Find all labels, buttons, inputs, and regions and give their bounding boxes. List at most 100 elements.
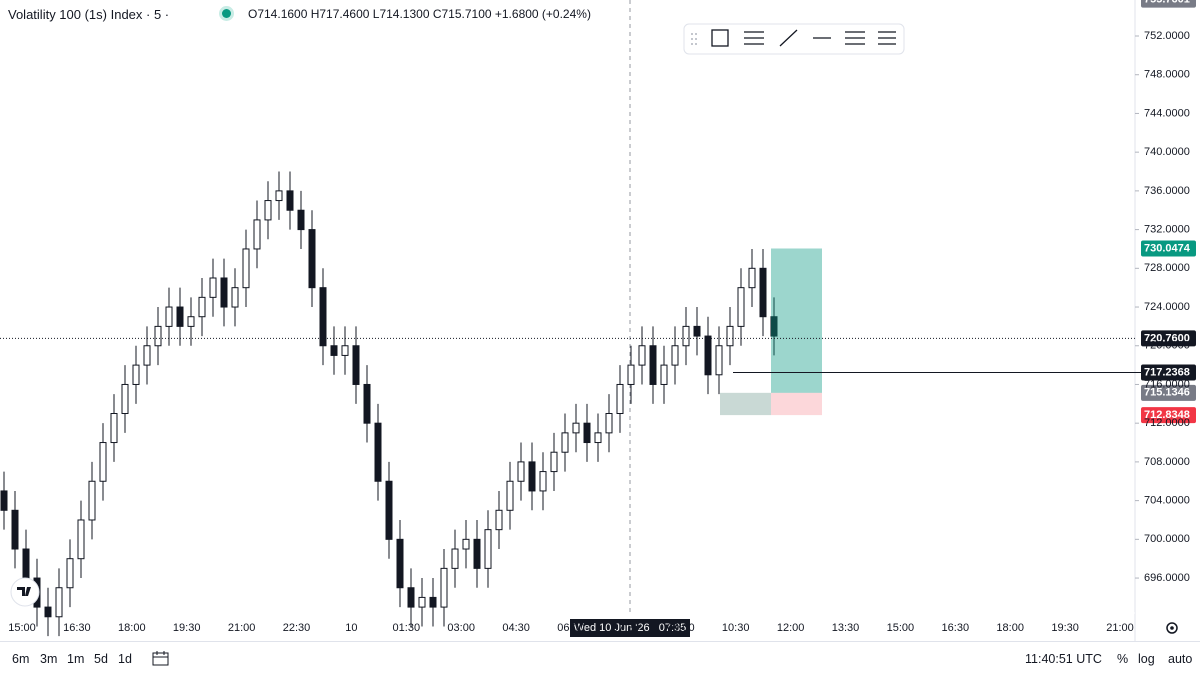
- candle-body: [484, 529, 492, 569]
- candle-body: [528, 461, 536, 492]
- candle-body: [495, 509, 503, 531]
- toolbar-button[interactable]: auto: [1168, 652, 1193, 666]
- tool-fib[interactable]: [878, 31, 896, 45]
- x-tick-label: 22:30: [283, 622, 311, 634]
- toolbar-button[interactable]: log: [1138, 652, 1155, 666]
- candle-body: [330, 345, 338, 356]
- candle-body: [715, 345, 723, 376]
- toolbar-button[interactable]: 6m: [12, 652, 30, 666]
- candle-body: [627, 364, 635, 385]
- target-zone: [771, 248, 822, 393]
- candle-body: [660, 364, 668, 385]
- tool-rect[interactable]: [711, 29, 729, 47]
- candle-body: [759, 267, 767, 318]
- y-tick-label: 736.0000: [1144, 185, 1190, 197]
- candle-body: [374, 422, 382, 482]
- x-tick-label: 09:00: [667, 622, 695, 634]
- candle-body: [363, 383, 371, 424]
- candle-body: [198, 296, 206, 318]
- x-tick-label: 18:00: [118, 622, 146, 634]
- candle-body: [275, 190, 283, 202]
- candle-body: [55, 587, 63, 618]
- candle-body: [220, 277, 228, 308]
- price-marker: [1141, 384, 1196, 401]
- toolbar-button[interactable]: %: [1117, 652, 1129, 666]
- price-marker-label: 730.0474: [1144, 242, 1191, 254]
- x-tick-label: 19:30: [173, 622, 201, 634]
- candle-body: [88, 480, 96, 521]
- toolbar-button[interactable]: 1d: [118, 652, 132, 666]
- entry-zone: [720, 392, 771, 416]
- date-range-icon[interactable]: [151, 650, 171, 668]
- candle-body: [154, 325, 162, 347]
- candle-body: [132, 364, 140, 385]
- candle-body: [539, 471, 547, 492]
- price-marker-label: 755.7601: [1144, 0, 1190, 6]
- y-tick-label: 708.0000: [1144, 456, 1190, 468]
- candle-body: [440, 567, 448, 608]
- price-marker: [1141, 0, 1196, 8]
- y-tick-label: 732.0000: [1144, 224, 1190, 236]
- y-tick-label: 724.0000: [1144, 301, 1190, 313]
- candle-body: [99, 442, 107, 482]
- candle-body: [297, 209, 305, 231]
- x-tick-label: 10:30: [722, 622, 750, 634]
- price-marker-label: 720.7600: [1144, 332, 1190, 344]
- candle-body: [462, 538, 470, 550]
- toolbar-button[interactable]: 1m: [67, 652, 85, 666]
- price-marker: [1141, 330, 1196, 347]
- candle-body: [143, 345, 151, 366]
- x-tick-label: 21:00: [1106, 622, 1134, 634]
- crosshair-time: Wed 10 Jun '26 07:35: [574, 622, 687, 634]
- toolbar-button[interactable]: 3m: [40, 652, 58, 666]
- y-tick-label: 728.0000: [1144, 262, 1190, 274]
- y-tick-label: 696.0000: [1144, 572, 1190, 584]
- candle-body: [352, 345, 360, 385]
- x-tick-label: 07:30: [612, 622, 640, 634]
- y-tick-label: 752.0000: [1144, 30, 1190, 42]
- candle-body: [22, 548, 30, 579]
- candle-body: [121, 383, 129, 415]
- bottom-toolbar: 11:40:51 UTC 6m 3m 1m 5d 1d% log auto: [0, 641, 1200, 675]
- ohlc: O714.1600 H717.4600 L714.1300 C715.7100 …: [248, 7, 591, 21]
- price-marker-label: 717.2368: [1144, 366, 1190, 378]
- candle-body: [638, 345, 646, 366]
- candle-body: [605, 413, 613, 434]
- symbol[interactable]: Volatility 100 (1s) Index · 5 ·: [8, 6, 170, 22]
- candle-body: [704, 335, 712, 376]
- candle-body: [583, 422, 591, 444]
- candle-body: [231, 287, 239, 308]
- y-tick-label: 700.0000: [1144, 533, 1190, 545]
- tool-channel[interactable]: [845, 31, 865, 45]
- settings-icon[interactable]: [1166, 622, 1178, 634]
- y-tick-label: 720.0000: [1144, 340, 1190, 352]
- y-tick-label: 716.0000: [1144, 378, 1190, 390]
- clock: 11:40:51 UTC: [1025, 652, 1102, 666]
- candle-body: [682, 325, 690, 347]
- candle-body: [616, 383, 624, 415]
- x-tick-label: 03:00: [447, 622, 475, 634]
- candle-body: [165, 306, 173, 327]
- candle-body: [264, 200, 272, 221]
- toolbar-button[interactable]: 5d: [94, 652, 108, 666]
- candle-body: [770, 316, 778, 337]
- candle-body: [242, 248, 250, 289]
- candle-body: [407, 587, 415, 608]
- tool-lines[interactable]: [744, 31, 764, 45]
- price-marker-label: 715.1346: [1144, 387, 1190, 399]
- candle-body: [473, 538, 481, 569]
- toolbar: [683, 23, 905, 55]
- tool-trend[interactable]: [779, 29, 798, 47]
- candle-body: [737, 287, 745, 327]
- candle-body: [44, 606, 52, 618]
- y-tick-label: 704.0000: [1144, 495, 1190, 507]
- y-tick-label: 744.0000: [1144, 107, 1190, 119]
- candle-body: [187, 316, 195, 327]
- x-tick-label: 06:00: [557, 622, 585, 634]
- candle-body: [451, 548, 459, 569]
- candle-body: [506, 480, 514, 511]
- status-dot: [222, 9, 231, 18]
- candle-body: [176, 306, 184, 327]
- stop-zone: [771, 392, 822, 416]
